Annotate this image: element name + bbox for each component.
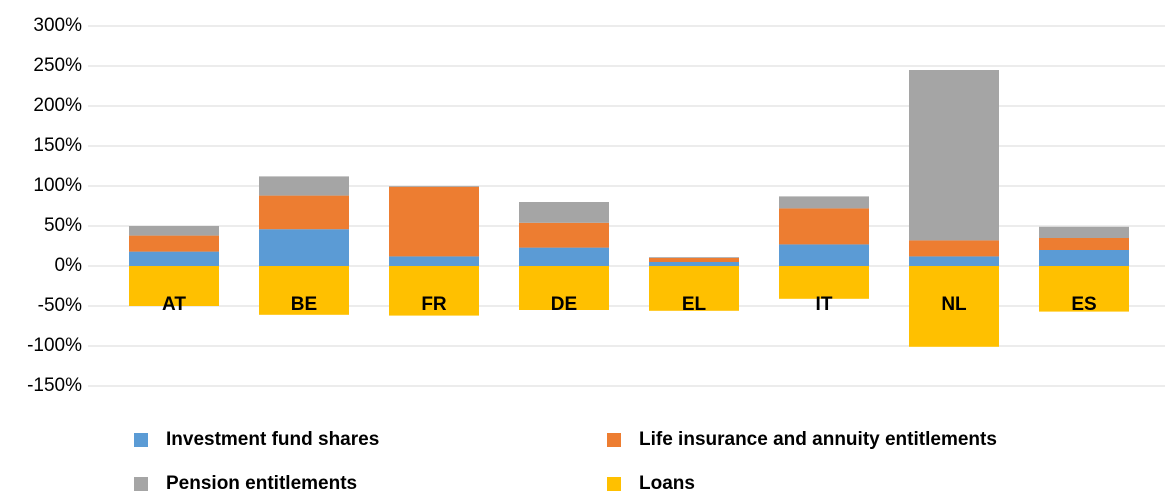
bar-segment bbox=[389, 266, 479, 316]
bar-segment bbox=[909, 256, 999, 266]
bar-segment bbox=[649, 258, 739, 262]
bar-segment bbox=[779, 196, 869, 209]
bar-segment bbox=[389, 256, 479, 266]
x-tick-label: EL bbox=[682, 294, 707, 315]
bar-segment bbox=[909, 266, 999, 347]
bar-segment bbox=[129, 251, 219, 266]
bar-segment bbox=[1039, 266, 1129, 312]
bar-segment bbox=[649, 262, 739, 266]
x-tick-label: NL bbox=[941, 294, 967, 315]
bar-segment bbox=[779, 266, 869, 299]
legend-label: Investment fund shares bbox=[166, 429, 379, 450]
x-tick-label: AT bbox=[162, 294, 186, 315]
bar-segment bbox=[259, 176, 349, 196]
legend-label: Life insurance and annuity entitlements bbox=[639, 429, 997, 450]
x-tick-label: IT bbox=[816, 294, 833, 315]
bar-segment bbox=[519, 266, 609, 310]
x-tick-label: BE bbox=[291, 294, 317, 315]
bar-segment bbox=[649, 257, 739, 258]
bar-segment bbox=[519, 247, 609, 266]
x-tick-label: ES bbox=[1071, 294, 1096, 315]
bar-segment bbox=[779, 244, 869, 266]
bar-segment bbox=[1039, 250, 1129, 266]
bar-segment bbox=[519, 202, 609, 223]
bar-segment bbox=[519, 222, 609, 248]
bar-segment bbox=[1039, 238, 1129, 250]
x-tick-label: DE bbox=[551, 294, 577, 315]
bar-segment bbox=[129, 226, 219, 236]
legend-swatch bbox=[134, 433, 148, 447]
y-tick-label: -100% bbox=[27, 335, 82, 356]
legend-swatch bbox=[607, 477, 621, 491]
y-tick-label: 50% bbox=[44, 215, 82, 236]
x-tick-label: FR bbox=[421, 294, 447, 315]
bar-segment bbox=[909, 240, 999, 257]
bar-segment bbox=[259, 266, 349, 315]
y-tick-label: 100% bbox=[33, 175, 82, 196]
legend-swatch bbox=[134, 477, 148, 491]
y-tick-label: -50% bbox=[38, 295, 82, 316]
y-tick-label: 250% bbox=[33, 55, 82, 76]
bar-segment bbox=[129, 266, 219, 306]
y-tick-label: 200% bbox=[33, 95, 82, 116]
bar-segment bbox=[389, 186, 479, 187]
y-tick-label: 300% bbox=[33, 15, 82, 36]
bar-segment bbox=[909, 70, 999, 241]
legend-swatch bbox=[607, 433, 621, 447]
legend-label: Pension entitlements bbox=[166, 473, 357, 494]
legend-label: Loans bbox=[639, 473, 695, 494]
bar-segment bbox=[389, 186, 479, 257]
bar-segment bbox=[129, 235, 219, 252]
y-tick-label: -150% bbox=[27, 375, 82, 396]
bar-segment bbox=[259, 195, 349, 230]
y-tick-label: 150% bbox=[33, 135, 82, 156]
bar-segment bbox=[259, 229, 349, 266]
bar-segment bbox=[779, 208, 869, 245]
bar-segment bbox=[649, 266, 739, 311]
bar-segment bbox=[1039, 226, 1129, 238]
y-tick-label: 0% bbox=[55, 255, 83, 276]
